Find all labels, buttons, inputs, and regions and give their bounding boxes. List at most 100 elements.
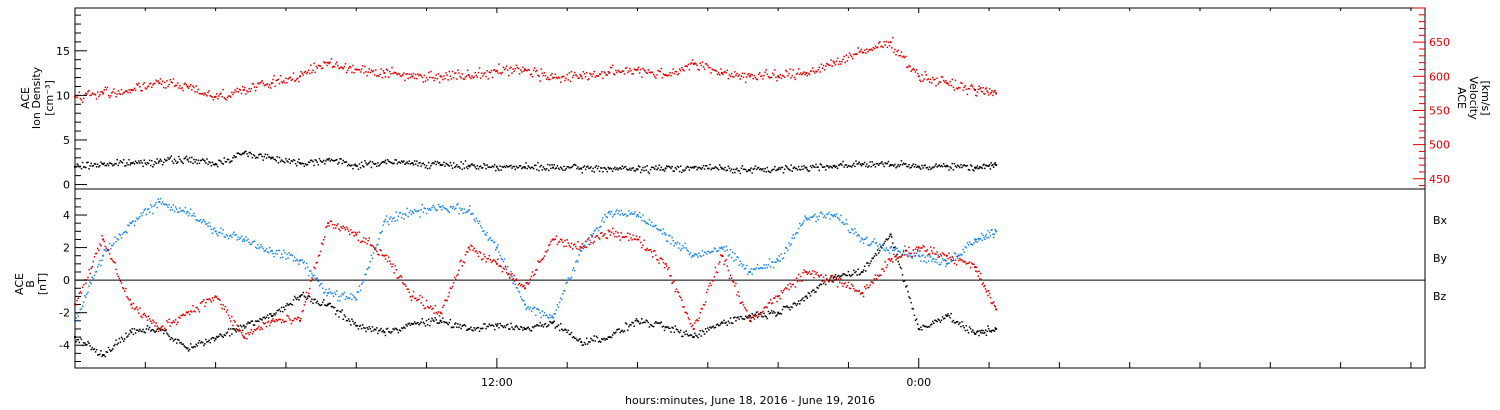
- velocity-point: [965, 88, 968, 91]
- density-point: [530, 166, 533, 169]
- velocity-point: [662, 73, 665, 75]
- density-point: [452, 162, 455, 164]
- bz-point: [958, 259, 960, 262]
- by-point: [151, 206, 153, 208]
- bz-point: [857, 290, 859, 292]
- bz-point: [821, 280, 824, 282]
- velocity-point: [88, 89, 90, 92]
- velocity-point: [527, 68, 529, 71]
- bx-point: [934, 319, 936, 322]
- bz-point: [299, 319, 301, 322]
- bx-point: [473, 327, 475, 329]
- density-point: [315, 159, 317, 162]
- bx-point: [345, 319, 348, 322]
- by-point: [614, 213, 616, 215]
- bx-point: [425, 319, 428, 322]
- density-point: [885, 162, 888, 165]
- bz-point: [943, 254, 946, 256]
- bz-point: [540, 259, 542, 261]
- velocity-point: [569, 80, 572, 83]
- density-point: [889, 163, 892, 166]
- bz-point: [701, 308, 704, 310]
- bz-point: [376, 250, 378, 253]
- velocity-point: [928, 81, 931, 83]
- density-point: [914, 163, 917, 166]
- density-point: [949, 166, 951, 168]
- bx-point: [844, 274, 846, 276]
- velocity-point: [553, 76, 555, 79]
- bz-point: [652, 250, 655, 252]
- bx-point: [286, 302, 288, 305]
- density-point: [774, 165, 776, 168]
- density-point: [810, 166, 813, 169]
- bx-point: [414, 322, 417, 325]
- bz-point: [184, 314, 187, 316]
- by-point: [435, 209, 438, 212]
- bz-point: [744, 308, 747, 310]
- density-point: [254, 157, 257, 159]
- velocity-point: [141, 90, 143, 92]
- bx-point: [162, 332, 165, 335]
- velocity-point: [316, 67, 319, 69]
- density-point: [158, 160, 161, 163]
- density-point: [323, 159, 325, 162]
- velocity-point: [299, 75, 301, 78]
- density-point: [871, 161, 873, 163]
- velocity-point: [556, 77, 559, 80]
- bx-point: [643, 321, 645, 323]
- bx-point: [872, 257, 875, 259]
- velocity-point: [784, 69, 787, 72]
- density-point: [571, 165, 574, 168]
- velocity-point: [152, 84, 154, 86]
- density-point: [697, 167, 699, 169]
- by-point: [548, 317, 550, 319]
- density-point: [456, 164, 458, 166]
- density-point: [304, 163, 307, 165]
- bz-point: [343, 227, 346, 229]
- density-point: [709, 163, 711, 166]
- bz-point: [331, 223, 334, 226]
- velocity-point: [262, 82, 264, 85]
- velocity-point: [549, 78, 551, 81]
- density-point: [192, 162, 194, 165]
- bx-point: [384, 334, 387, 337]
- bx-point: [343, 314, 346, 316]
- bz-point: [181, 314, 183, 317]
- by-point: [152, 212, 154, 215]
- bz-point: [661, 258, 664, 261]
- density-point: [566, 166, 568, 168]
- density-point: [992, 166, 995, 168]
- by-point: [306, 266, 309, 268]
- velocity-point: [546, 76, 549, 79]
- bx-point: [760, 311, 762, 314]
- velocity-point: [336, 61, 338, 63]
- b-y-tick-label: 0: [63, 274, 70, 287]
- velocity-point: [837, 63, 840, 66]
- by-point: [328, 288, 330, 290]
- density-point: [418, 162, 420, 164]
- velocity-point: [779, 73, 782, 76]
- by-point: [235, 233, 237, 236]
- velocity-point: [360, 68, 363, 70]
- bz-point: [492, 259, 495, 261]
- bx-point: [230, 328, 232, 330]
- bz-point: [235, 327, 237, 330]
- velocity-point: [199, 93, 202, 95]
- by-point: [627, 214, 629, 217]
- density-point: [175, 162, 178, 164]
- density-point: [674, 166, 677, 169]
- velocity-point: [79, 97, 82, 100]
- density-point: [807, 170, 810, 172]
- bx-point: [326, 304, 328, 307]
- by-point: [792, 234, 795, 236]
- density-point: [963, 164, 965, 166]
- bx-point: [890, 236, 893, 238]
- by-point: [198, 220, 201, 222]
- bx-point: [670, 331, 672, 333]
- velocity-point: [907, 66, 909, 68]
- density-point: [919, 167, 921, 169]
- bz-point: [867, 287, 869, 289]
- bz-point: [649, 248, 652, 251]
- bx-point: [926, 326, 929, 328]
- velocity-point: [379, 73, 381, 76]
